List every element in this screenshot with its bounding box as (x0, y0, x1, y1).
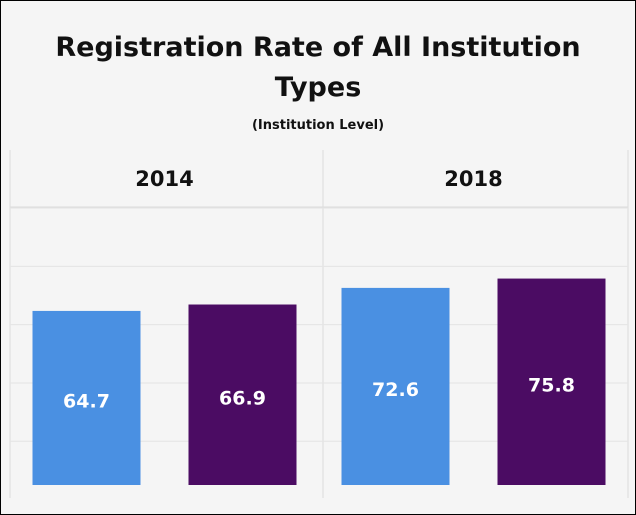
chart-title: Registration Rate of All Institution Typ… (55, 32, 581, 103)
value-label: 72.6 (372, 379, 419, 401)
chart-subtitle: (Institution Level) (251, 118, 385, 133)
bar (32, 310, 141, 485)
bar (188, 304, 297, 485)
bar (341, 287, 450, 485)
value-label: 75.8 (528, 374, 575, 396)
value-label: 64.7 (63, 390, 110, 412)
panel-label: 2018 (444, 167, 502, 191)
value-label: 66.9 (219, 387, 266, 409)
panel-label: 2014 (135, 167, 193, 191)
bar (497, 278, 606, 485)
